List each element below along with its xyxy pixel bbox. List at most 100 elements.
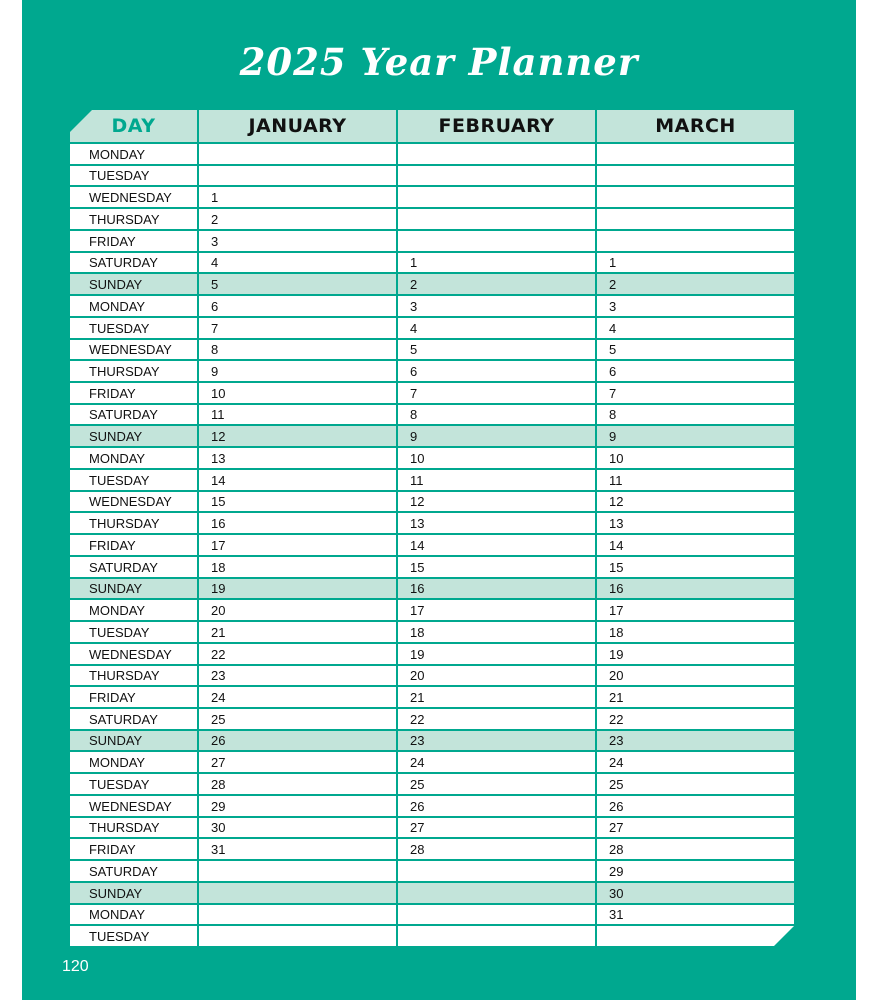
february-cell[interactable]: 23 <box>398 731 595 750</box>
march-cell[interactable]: 24 <box>597 752 794 772</box>
january-cell[interactable]: 15 <box>199 492 396 511</box>
february-cell[interactable]: 20 <box>398 666 595 685</box>
march-cell[interactable]: 11 <box>597 470 794 490</box>
january-cell[interactable]: 6 <box>199 296 396 316</box>
march-cell[interactable]: 17 <box>597 600 794 620</box>
january-cell[interactable] <box>199 905 396 924</box>
february-cell[interactable]: 26 <box>398 796 595 816</box>
february-cell[interactable]: 18 <box>398 622 595 642</box>
february-cell[interactable]: 8 <box>398 405 595 424</box>
february-cell[interactable]: 5 <box>398 340 595 359</box>
january-cell[interactable]: 21 <box>199 622 396 642</box>
january-cell[interactable]: 14 <box>199 470 396 490</box>
march-cell[interactable] <box>597 144 794 164</box>
february-cell[interactable] <box>398 187 595 207</box>
february-cell[interactable]: 15 <box>398 557 595 577</box>
march-cell[interactable]: 5 <box>597 340 794 359</box>
january-cell[interactable]: 29 <box>199 796 396 816</box>
january-cell[interactable]: 17 <box>199 535 396 555</box>
february-cell[interactable]: 14 <box>398 535 595 555</box>
february-cell[interactable]: 19 <box>398 644 595 664</box>
february-cell[interactable] <box>398 231 595 251</box>
january-cell[interactable]: 20 <box>199 600 396 620</box>
march-cell[interactable]: 7 <box>597 383 794 403</box>
march-cell[interactable] <box>597 166 794 185</box>
march-cell[interactable]: 8 <box>597 405 794 424</box>
january-cell[interactable]: 13 <box>199 448 396 468</box>
march-cell[interactable]: 12 <box>597 492 794 511</box>
march-cell[interactable] <box>597 209 794 229</box>
january-cell[interactable]: 22 <box>199 644 396 664</box>
january-cell[interactable]: 8 <box>199 340 396 359</box>
january-cell[interactable]: 1 <box>199 187 396 207</box>
february-cell[interactable]: 9 <box>398 426 595 446</box>
march-cell[interactable]: 18 <box>597 622 794 642</box>
january-cell[interactable]: 30 <box>199 818 396 837</box>
january-cell[interactable]: 23 <box>199 666 396 685</box>
january-cell[interactable]: 4 <box>199 253 396 272</box>
march-cell[interactable]: 10 <box>597 448 794 468</box>
february-cell[interactable] <box>398 905 595 924</box>
february-cell[interactable]: 2 <box>398 274 595 294</box>
january-cell[interactable] <box>199 144 396 164</box>
february-cell[interactable]: 12 <box>398 492 595 511</box>
february-cell[interactable] <box>398 883 595 903</box>
february-cell[interactable]: 7 <box>398 383 595 403</box>
january-cell[interactable]: 9 <box>199 361 396 381</box>
january-cell[interactable] <box>199 883 396 903</box>
february-cell[interactable]: 21 <box>398 687 595 707</box>
march-cell[interactable]: 4 <box>597 318 794 338</box>
january-cell[interactable]: 2 <box>199 209 396 229</box>
march-cell[interactable] <box>597 187 794 207</box>
february-cell[interactable]: 24 <box>398 752 595 772</box>
january-cell[interactable] <box>199 861 396 881</box>
january-cell[interactable]: 11 <box>199 405 396 424</box>
january-cell[interactable]: 5 <box>199 274 396 294</box>
march-cell[interactable]: 16 <box>597 579 794 598</box>
march-cell[interactable]: 23 <box>597 731 794 750</box>
march-cell[interactable] <box>597 926 794 946</box>
march-cell[interactable]: 26 <box>597 796 794 816</box>
february-cell[interactable] <box>398 144 595 164</box>
march-cell[interactable]: 25 <box>597 774 794 794</box>
march-cell[interactable]: 6 <box>597 361 794 381</box>
march-cell[interactable]: 19 <box>597 644 794 664</box>
january-cell[interactable]: 25 <box>199 709 396 729</box>
february-cell[interactable]: 3 <box>398 296 595 316</box>
march-cell[interactable]: 1 <box>597 253 794 272</box>
january-cell[interactable]: 26 <box>199 731 396 750</box>
march-cell[interactable]: 9 <box>597 426 794 446</box>
january-cell[interactable]: 3 <box>199 231 396 251</box>
february-cell[interactable]: 1 <box>398 253 595 272</box>
march-cell[interactable]: 13 <box>597 513 794 533</box>
february-cell[interactable]: 4 <box>398 318 595 338</box>
march-cell[interactable]: 28 <box>597 839 794 859</box>
march-cell[interactable]: 27 <box>597 818 794 837</box>
january-cell[interactable] <box>199 166 396 185</box>
january-cell[interactable]: 27 <box>199 752 396 772</box>
march-cell[interactable]: 15 <box>597 557 794 577</box>
march-cell[interactable]: 2 <box>597 274 794 294</box>
january-cell[interactable] <box>199 926 396 946</box>
february-cell[interactable] <box>398 209 595 229</box>
february-cell[interactable]: 13 <box>398 513 595 533</box>
february-cell[interactable]: 11 <box>398 470 595 490</box>
february-cell[interactable]: 6 <box>398 361 595 381</box>
february-cell[interactable]: 10 <box>398 448 595 468</box>
march-cell[interactable]: 21 <box>597 687 794 707</box>
january-cell[interactable]: 19 <box>199 579 396 598</box>
february-cell[interactable]: 17 <box>398 600 595 620</box>
january-cell[interactable]: 10 <box>199 383 396 403</box>
march-cell[interactable]: 30 <box>597 883 794 903</box>
january-cell[interactable]: 24 <box>199 687 396 707</box>
january-cell[interactable]: 12 <box>199 426 396 446</box>
february-cell[interactable]: 25 <box>398 774 595 794</box>
february-cell[interactable]: 22 <box>398 709 595 729</box>
march-cell[interactable] <box>597 231 794 251</box>
january-cell[interactable]: 16 <box>199 513 396 533</box>
march-cell[interactable]: 29 <box>597 861 794 881</box>
january-cell[interactable]: 31 <box>199 839 396 859</box>
january-cell[interactable]: 18 <box>199 557 396 577</box>
march-cell[interactable]: 31 <box>597 905 794 924</box>
february-cell[interactable]: 27 <box>398 818 595 837</box>
